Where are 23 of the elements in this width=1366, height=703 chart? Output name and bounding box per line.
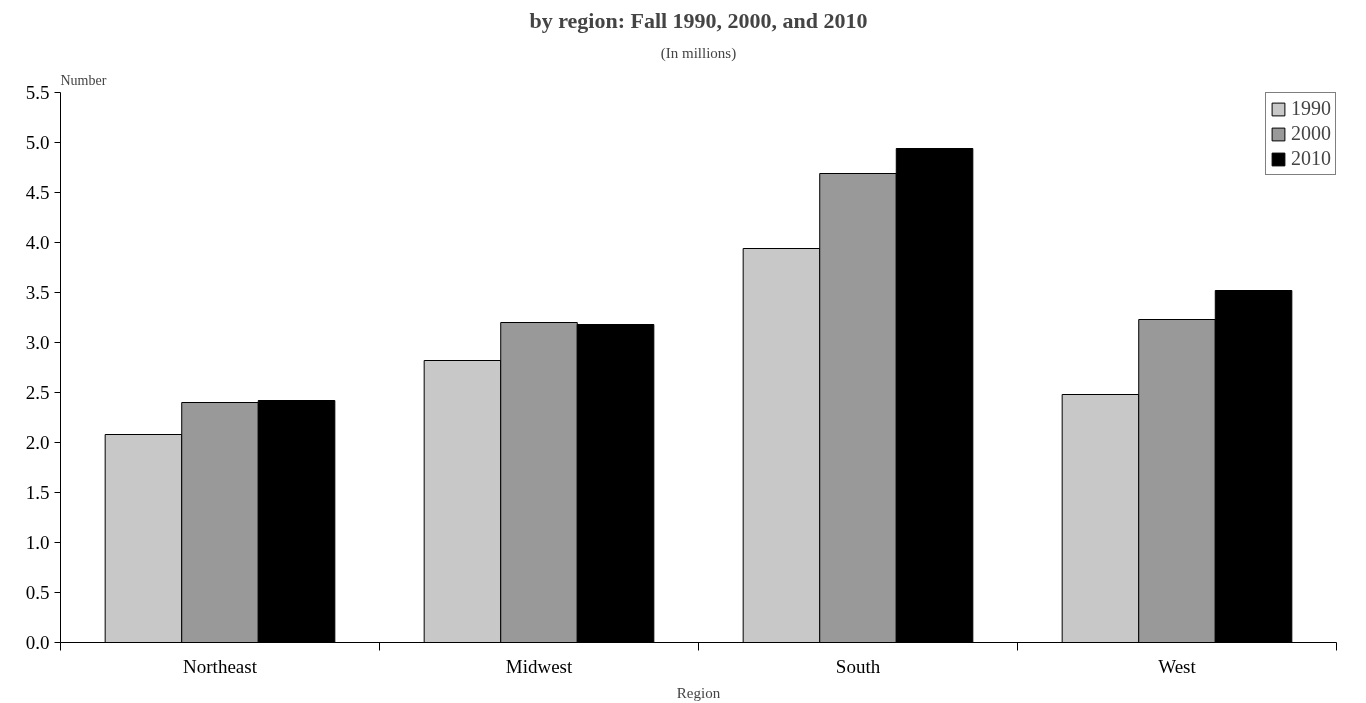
y-tick-label: 5.0 (25, 132, 50, 153)
chart-title: by region: Fall 1990, 2000, and 2010 (529, 7, 868, 33)
x-tick-label: Midwest (505, 655, 573, 677)
x-tick-label: Northeast (183, 655, 258, 677)
x-tick-label: West (1158, 655, 1197, 677)
y-tick-label: 3.0 (25, 332, 50, 353)
y-tick-label: 5.5 (25, 82, 50, 103)
y-tick-label: 0.0 (25, 632, 50, 653)
x-axis-title: Region (676, 684, 721, 701)
x-tick-label: South (835, 655, 881, 677)
legend-label: 2000 (1291, 122, 1331, 145)
legend-label: 1990 (1291, 97, 1331, 120)
legend-label: 2010 (1291, 147, 1331, 170)
y-tick-label: 4.0 (25, 232, 50, 253)
y-tick-label: 4.5 (25, 182, 50, 203)
y-tick-label: 0.5 (25, 582, 50, 603)
y-tick-label: 1.0 (25, 532, 50, 553)
y-tick-label: 3.5 (25, 282, 50, 303)
chart-subtitle: (In millions) (660, 44, 737, 62)
y-axis-title: Number (60, 72, 107, 88)
y-tick-label: 2.5 (25, 382, 50, 403)
y-tick-label: 1.5 (25, 482, 50, 503)
y-tick-label: 2.0 (25, 432, 50, 453)
